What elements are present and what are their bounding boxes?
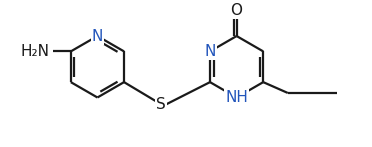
Text: NH: NH <box>225 90 248 105</box>
Text: H₂N: H₂N <box>20 44 49 59</box>
Text: N: N <box>204 44 216 59</box>
Text: S: S <box>156 97 166 112</box>
Text: N: N <box>92 29 103 44</box>
Text: O: O <box>231 2 243 17</box>
